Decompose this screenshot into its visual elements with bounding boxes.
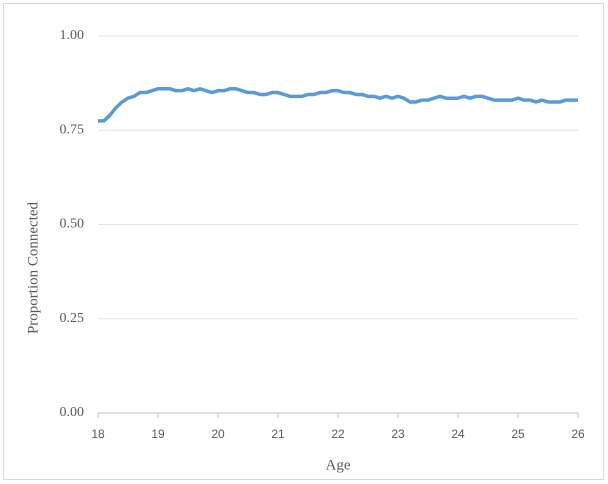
y-tick-label: 0.25 bbox=[60, 311, 85, 326]
x-tick-label: 26 bbox=[571, 427, 585, 441]
x-tick-label: 23 bbox=[391, 427, 405, 441]
chart-border bbox=[3, 3, 604, 480]
x-tick-label: 21 bbox=[271, 427, 285, 441]
x-tick-label: 25 bbox=[511, 427, 525, 441]
x-tick-label: 18 bbox=[91, 427, 105, 441]
y-tick-label: 0.50 bbox=[60, 217, 85, 232]
x-tick-label: 20 bbox=[211, 427, 225, 441]
x-tick-label: 19 bbox=[151, 427, 165, 441]
y-axis-label: Proportion Connected bbox=[25, 201, 41, 334]
x-axis-label: Age bbox=[326, 457, 351, 473]
x-tick-label: 24 bbox=[451, 427, 465, 441]
x-tick-label: 22 bbox=[331, 427, 345, 441]
data-line bbox=[98, 87, 578, 123]
y-tick-label: 0.00 bbox=[60, 405, 85, 420]
y-tick-label: 0.75 bbox=[60, 122, 85, 137]
y-tick-label: 1.00 bbox=[60, 28, 85, 43]
